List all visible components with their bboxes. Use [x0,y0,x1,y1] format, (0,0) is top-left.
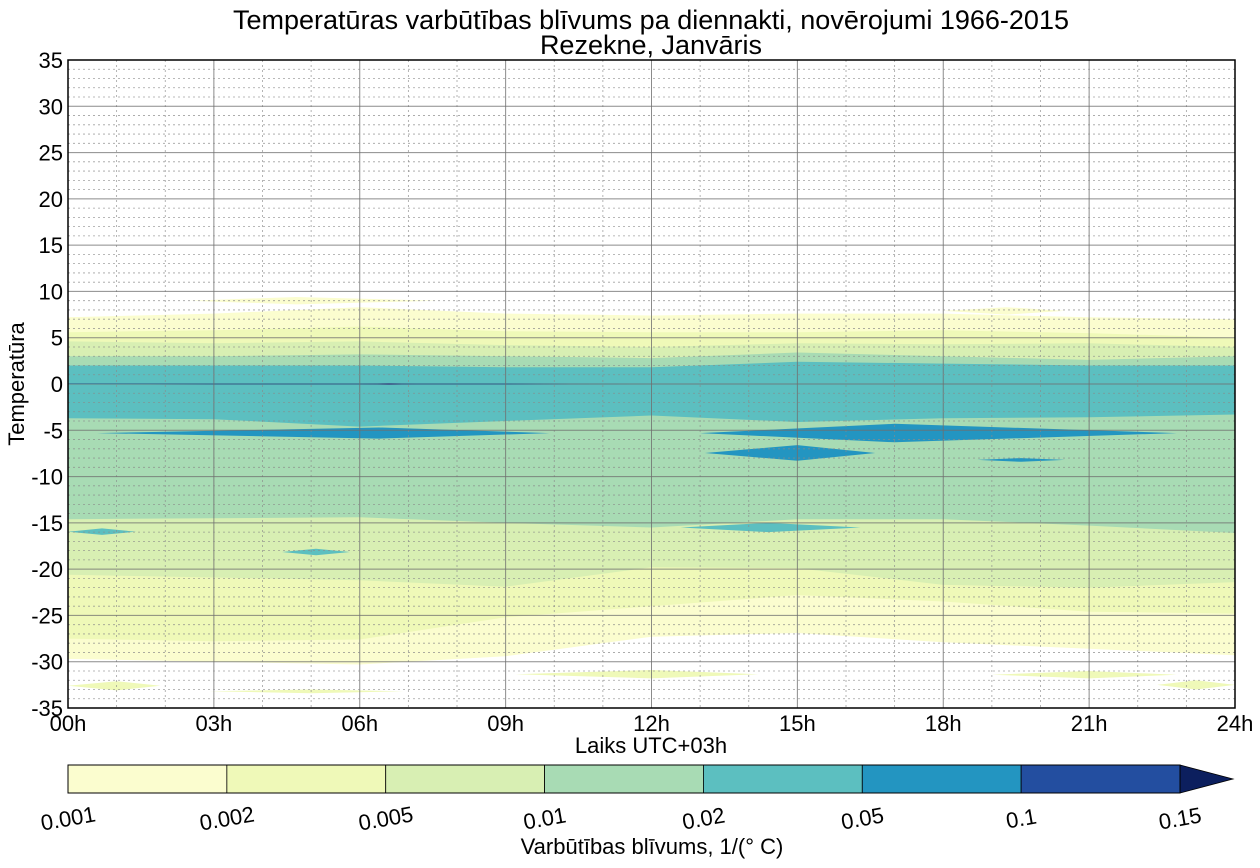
y-axis-ticks: 35 30 25 20 15 10 5 0 -5 -10 -15 -20 -25 -30 -35 [31,48,63,721]
colorbar-tick-label: 0.002 [198,801,257,835]
colorbar-segment [544,764,704,794]
contour-island-0.001-0.002 [943,307,1065,315]
colorbar-segment [226,764,387,794]
x-axis-label: Laiks UTC+03h [575,733,727,758]
colorbar-tick-label: 0.001 [39,801,98,835]
y-tick-label: 20 [39,187,63,212]
x-tick-label: 00h [50,711,87,736]
y-tick-label: -35 [31,696,63,721]
x-tick-label: 09h [487,711,524,736]
contour-island-0.05-0.1 [977,458,1065,462]
colorbar-segment [67,764,228,794]
x-axis-ticks: 00h 03h 06h 09h 12h 15h 18h 21h 24h [50,711,1254,736]
x-tick-label: 18h [925,711,962,736]
colorbar-tick-label: 0.01 [521,802,568,834]
y-tick-label: 10 [39,279,63,304]
contour-island-0.002-0.005 [209,689,404,694]
colorbar-segment [385,764,545,794]
y-tick-label: 35 [39,48,63,73]
x-tick-label: 24h [1217,711,1254,736]
x-tick-label: 03h [196,711,233,736]
contour-island-0.002-0.005 [515,670,759,679]
contour-island-0.05-0.1 [705,445,876,461]
contour-island-0.002-0.005 [68,681,161,691]
y-tick-label: -5 [43,418,63,443]
y-tick-label: -15 [31,511,63,536]
chart-subtitle: Rezekne, Janvāris [540,30,762,60]
colorbar-tick-label: 0.02 [680,802,727,834]
x-tick-label: 12h [633,711,670,736]
plot-frame [67,59,1236,709]
colorbar-extend-arrow [1179,764,1235,794]
x-tick-label: 21h [1071,711,1108,736]
contour-island-0.05-0.1 [700,423,1177,443]
y-tick-label: 0 [51,372,63,397]
colorbar-frame [67,764,1181,794]
colorbar-tick-label: 0.15 [1157,802,1204,834]
colorbar-segment [703,764,863,794]
y-tick-label: 5 [51,326,63,351]
y-tick-label: -30 [31,650,63,675]
colorbar-tick-label: 0.005 [357,801,416,835]
y-tick-label: -25 [31,603,63,628]
plot-area [67,59,1236,709]
contour-island-0.002-0.005 [991,671,1177,679]
colorbar: 0.001 0.002 0.005 0.01 0.02 0.05 0.1 0.15 [39,764,1235,836]
colorbar-tick-label: 0.1 [1004,804,1038,834]
y-axis-label: Temperatūra [4,321,29,445]
chart-title: Temperatūras varbūtības blīvums pa dienn… [233,5,1069,35]
x-tick-label: 15h [779,711,816,736]
colorbar-label: Varbūtības blīvums, 1/(° C) [521,834,784,859]
x-tick-label: 06h [341,711,378,736]
contour-island-0.02-0.05 [680,522,861,533]
y-tick-label: 30 [39,94,63,119]
colorbar-segment [861,764,1022,794]
colorbar-segment [1020,764,1181,794]
y-tick-label: 25 [39,141,63,166]
y-tick-label: -20 [31,557,63,582]
contour-island-0.002-0.005 [1157,680,1235,690]
y-tick-label: 15 [39,233,63,258]
y-tick-label: -10 [31,465,63,490]
contour-island-0.02-0.05 [68,528,137,535]
colorbar-tick-label: 0.05 [839,802,886,834]
